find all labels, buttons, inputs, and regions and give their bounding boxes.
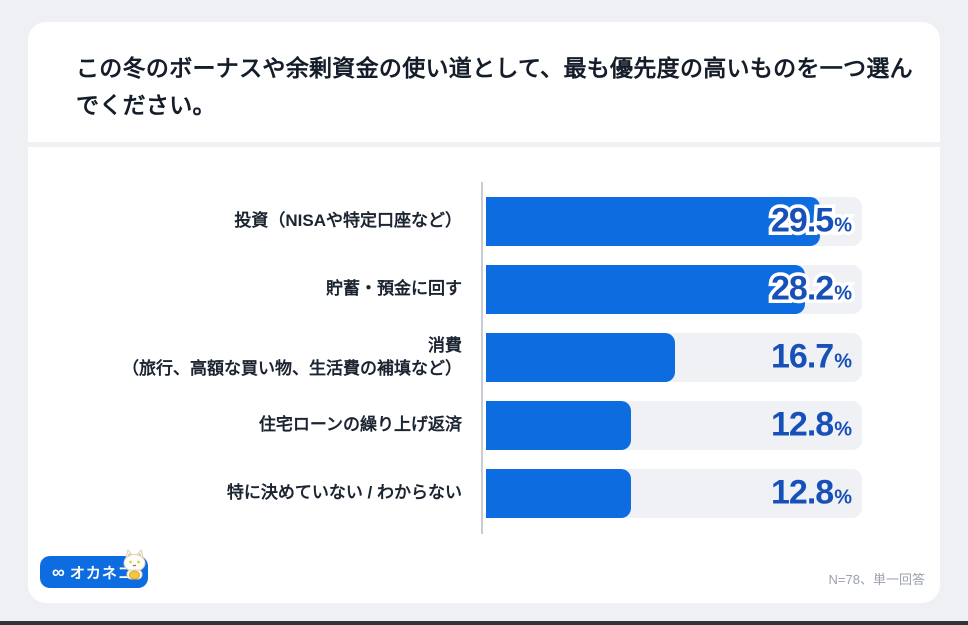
bar-track: 12.8% 12.8% <box>486 401 862 450</box>
bar <box>486 265 806 314</box>
category-label-text: 消費 <box>428 335 462 355</box>
bar-row: 消費 （旅行、高額な買い物、生活費の補填など） 16.7% 16.7% <box>28 333 940 382</box>
bar <box>486 333 676 382</box>
bar <box>486 401 631 450</box>
bar-row: 住宅ローンの繰り上げ返済 12.8% 12.8% <box>28 401 940 450</box>
bar-row: 特に決めていない / わからない 12.8% 12.8% <box>28 469 940 518</box>
value-label-outline: 28.2% <box>768 266 856 311</box>
category-label: 住宅ローンの繰り上げ返済 <box>28 401 462 450</box>
okaneco-logo-badge: ∞ オカネコ <box>40 548 148 588</box>
sample-note: N=78、単一回答 <box>828 572 925 587</box>
bar-track: 29.5% 29.5% <box>486 197 862 246</box>
value-label-text: 12.8% <box>771 405 852 444</box>
value-label-text: 28.2% <box>771 269 852 308</box>
category-label: 貯蓄・預金に回す <box>28 265 462 314</box>
window-bottom-edge <box>0 621 968 625</box>
value-label: 16.7% 16.7% <box>771 337 852 376</box>
category-label-text: 投資（NISAや特定口座など） <box>234 211 462 231</box>
cat-mascot-icon <box>121 548 148 585</box>
bar-row: 投資（NISAや特定口座など） 29.5% 29.5% <box>28 197 940 246</box>
axis-line <box>481 182 483 534</box>
value-label-text: 29.5% <box>771 201 852 240</box>
infinity-glasses-icon: ∞ <box>52 562 65 582</box>
category-label-text: 住宅ローンの繰り上げ返済 <box>258 415 462 435</box>
title-divider <box>28 142 940 147</box>
value-label: 28.2% 28.2% <box>768 266 856 311</box>
survey-card: この冬のボーナスや余剰資金の使い道として、最も優先度の高いものを一つ選んでくださ… <box>28 22 940 603</box>
value-label: 12.8% 12.8% <box>771 473 852 512</box>
bar-track: 12.8% 12.8% <box>486 469 862 518</box>
value-label-text: 12.8% <box>771 473 852 512</box>
value-label: 12.8% 12.8% <box>771 405 852 444</box>
value-label-outline: 29.5% <box>768 198 856 243</box>
chart-title: この冬のボーナスや余剰資金の使い道として、最も優先度の高いものを一つ選んでくださ… <box>76 55 913 118</box>
bar-track: 16.7% 16.7% <box>486 333 862 382</box>
bar <box>486 469 631 518</box>
category-label-text: 貯蓄・預金に回す <box>326 279 462 299</box>
category-sublabel-text: （旅行、高額な買い物、生活費の補填など） <box>122 358 462 378</box>
category-label: 投資（NISAや特定口座など） <box>28 197 462 246</box>
brand-name: オカネコ <box>69 564 134 582</box>
category-label: 特に決めていない / わからない <box>28 469 462 518</box>
bar <box>486 197 821 246</box>
bar-row: 貯蓄・預金に回す 28.2% 28.2% <box>28 265 940 314</box>
value-label: 29.5% 29.5% <box>768 198 856 243</box>
category-label-text: 特に決めていない / わからない <box>226 483 462 503</box>
value-label-text: 16.7% <box>771 337 852 376</box>
category-label: 消費 （旅行、高額な買い物、生活費の補填など） <box>28 333 462 382</box>
bar-track: 28.2% 28.2% <box>486 265 862 314</box>
